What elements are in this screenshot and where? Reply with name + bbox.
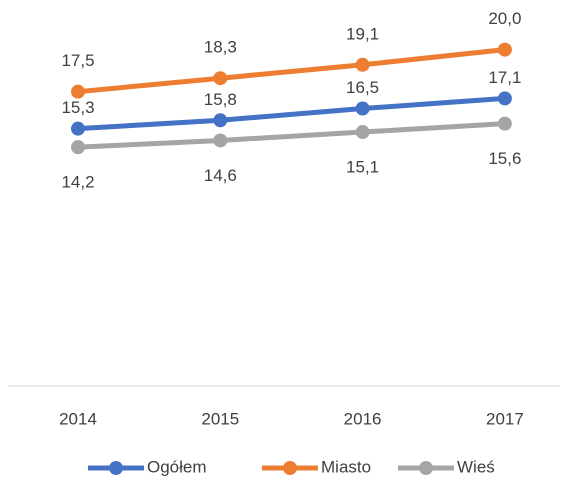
x-tick-label: 2015 (201, 409, 239, 428)
legend-label: Ogółem (147, 457, 207, 476)
x-tick-label: 2014 (59, 409, 97, 428)
data-label: 14,2 (61, 173, 94, 192)
data-label: 15,3 (61, 98, 94, 117)
marker (213, 133, 228, 148)
data-label: 18,3 (204, 38, 237, 57)
legend-marker (419, 461, 433, 475)
data-label: 14,6 (204, 166, 237, 185)
marker (355, 101, 370, 116)
series-line (77, 95, 506, 132)
legend-marker (283, 461, 297, 475)
marker (497, 91, 512, 106)
data-label: 17,1 (488, 68, 521, 87)
marker (71, 121, 85, 136)
marker (71, 140, 85, 155)
marker (355, 57, 370, 72)
marker (213, 71, 228, 86)
series-line (77, 47, 506, 95)
data-label: 17,5 (61, 51, 94, 70)
marker (355, 125, 370, 140)
marker (213, 113, 228, 128)
data-label: 15,1 (346, 158, 379, 177)
marker (71, 84, 85, 99)
marker (497, 42, 512, 57)
x-tick-label: 2016 (344, 409, 382, 428)
data-label: 16,5 (346, 78, 379, 97)
legend-label: Miasto (321, 457, 371, 476)
data-label: 15,6 (488, 149, 521, 168)
x-tick-label: 2017 (486, 409, 524, 428)
series-line (77, 121, 506, 150)
legend-label: Wieś (457, 457, 495, 476)
data-label: 15,8 (204, 90, 237, 109)
data-label: 19,1 (346, 24, 379, 43)
marker (497, 116, 512, 131)
data-label: 20,0 (488, 9, 521, 28)
legend-marker (109, 461, 123, 475)
